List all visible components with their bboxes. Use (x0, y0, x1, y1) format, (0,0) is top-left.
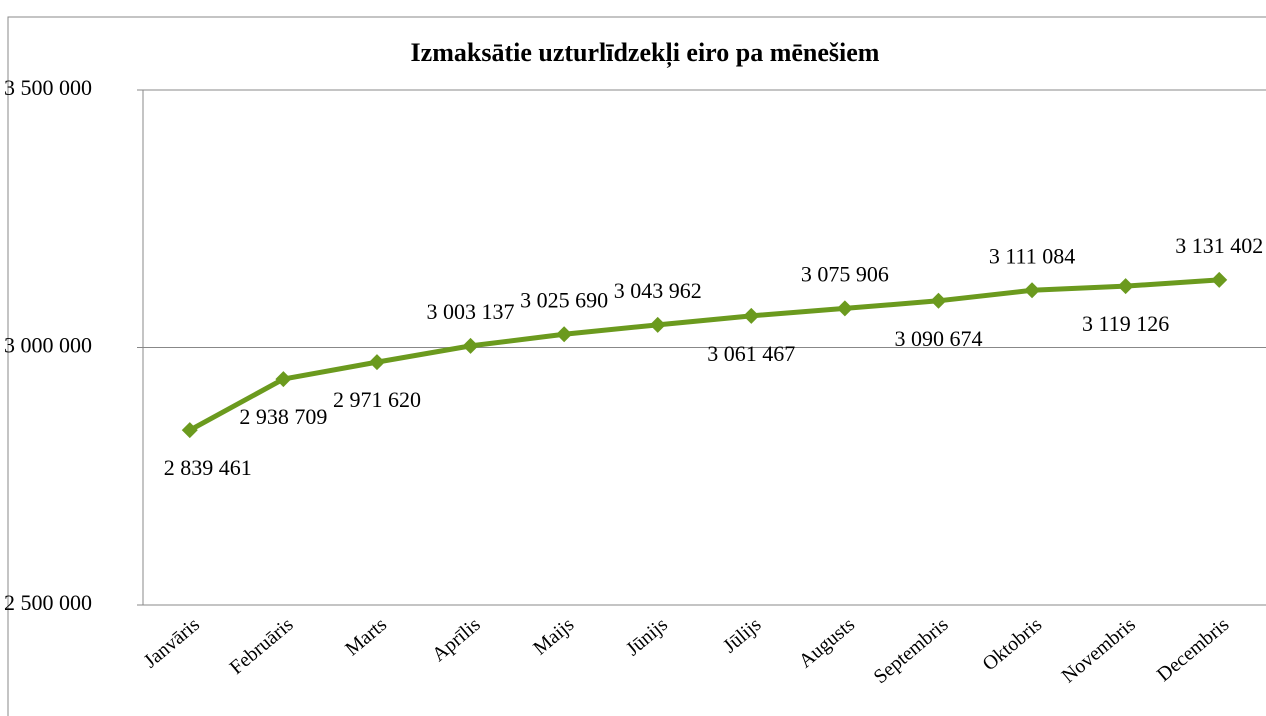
data-label: 3 075 906 (801, 261, 889, 286)
data-label: 3 131 402 (1175, 233, 1263, 258)
marker (930, 292, 947, 309)
x-tick-label: Janvāris (140, 613, 205, 672)
y-tick-label: 3 500 000 (4, 75, 92, 100)
marker (836, 300, 853, 317)
y-tick-label: 2 500 000 (4, 590, 92, 615)
x-tick-label: Decembris (1153, 613, 1234, 686)
x-tick-label: Maijs (529, 613, 578, 659)
x-tick-label: Augusts (795, 613, 860, 672)
x-tick-label: Jūnijs (622, 613, 672, 660)
y-tick-label: 3 000 000 (4, 333, 92, 358)
data-label: 3 025 690 (520, 287, 608, 312)
x-tick-label: Jūlijs (719, 613, 766, 657)
data-label: 3 061 467 (707, 341, 795, 366)
marker (368, 354, 385, 371)
marker (1117, 278, 1134, 295)
chart-title: Izmaksātie uzturlīdzekļi eiro pa mēnešie… (411, 38, 880, 68)
data-label: 2 938 709 (239, 404, 327, 429)
marker (649, 316, 666, 333)
x-tick-label: Oktobris (978, 613, 1046, 675)
marker (1211, 271, 1228, 288)
x-tick-label: Februāris (226, 613, 298, 679)
marker (462, 337, 479, 354)
x-tick-label: Septembris (870, 613, 953, 688)
data-label: 2 839 461 (164, 455, 252, 480)
data-label: 3 090 674 (894, 326, 982, 351)
data-label: 3 119 126 (1082, 311, 1169, 336)
chart-border (7, 16, 1266, 716)
data-label: 3 043 962 (614, 278, 702, 303)
data-label: 2 971 620 (333, 387, 421, 412)
line (188, 277, 1220, 433)
marker (275, 371, 292, 388)
x-tick-label: Marts (341, 613, 391, 660)
data-label: 3 003 137 (427, 299, 515, 324)
marker (1024, 282, 1041, 299)
x-tick-label: Novembris (1058, 613, 1140, 687)
marker (743, 307, 760, 324)
x-tick-label: Aprīlis (428, 613, 485, 666)
data-label: 3 111 084 (989, 243, 1075, 268)
marker (181, 422, 198, 439)
marker (556, 326, 573, 343)
